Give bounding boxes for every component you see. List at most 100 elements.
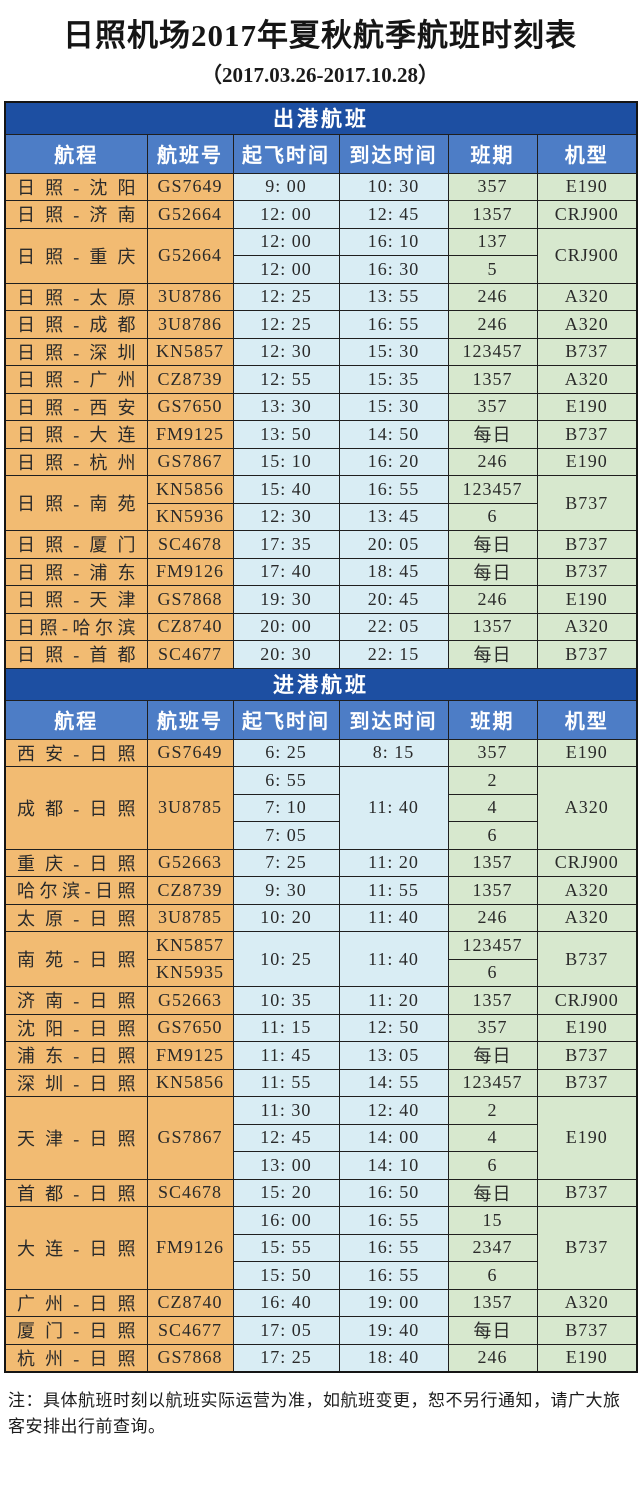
aircraft-type-cell: B737 — [536, 557, 638, 586]
flight-number-cell: FM9126 — [146, 1206, 234, 1290]
departure-time-cell: 12: 25 — [232, 310, 340, 339]
aircraft-type-cell: B737 — [536, 1178, 638, 1207]
arrival-time-cell: 16: 55 — [338, 310, 449, 339]
schedule-days-cell: 4 — [447, 793, 538, 822]
flight-number-cell: FM9125 — [146, 1041, 234, 1070]
flight-row: 12: 00 16: 30 5 — [5, 255, 637, 284]
aircraft-type-cell: E190 — [536, 1343, 638, 1372]
aircraft-type-cell: A320 — [536, 876, 638, 905]
flight-number-cell: GS7650 — [146, 1013, 234, 1042]
schedule-days-cell: 6 — [447, 1151, 538, 1180]
arrival-time-cell: 14: 55 — [338, 1068, 449, 1097]
route-cell: 日照-济南 — [4, 200, 148, 229]
arrival-time-cell: 12: 50 — [338, 1013, 449, 1042]
aircraft-type-cell: A320 — [536, 1288, 638, 1317]
flight-number-cell: GS7868 — [146, 585, 234, 614]
schedule-days-cell: 6 — [447, 502, 538, 531]
flight-row: 日照-天津 GS7868 19: 30 20: 45 246 E190 — [4, 585, 638, 614]
aircraft-type-cell: A320 — [536, 766, 638, 850]
flight-number-cell: GS7867 — [146, 447, 234, 476]
arrival-time-cell: 16: 20 — [338, 447, 449, 476]
arrival-time-cell: 19: 00 — [338, 1288, 449, 1317]
flight-number-cell: FM9126 — [146, 557, 234, 586]
departure-time-cell: 15: 20 — [232, 1178, 340, 1207]
aircraft-type-cell: E190 — [536, 172, 638, 201]
schedule-days-cell: 357 — [447, 392, 538, 421]
route-cell: 日照-浦东 — [4, 557, 148, 586]
arrival-time-cell: 18: 40 — [338, 1343, 449, 1372]
aircraft-type-cell: A320 — [536, 282, 638, 311]
aircraft-type-cell: A320 — [536, 310, 638, 339]
departure-time-cell: 15: 50 — [232, 1261, 340, 1290]
schedule-days-cell: 每日 — [447, 1041, 538, 1070]
schedule-days-cell: 123457 — [447, 931, 538, 960]
flight-number-cell: CZ8740 — [146, 1288, 234, 1317]
arrival-time-cell: 16: 55 — [338, 1233, 449, 1262]
arrival-time-cell: 19: 40 — [338, 1316, 449, 1345]
arrival-time-cell: 16: 10 — [338, 227, 449, 256]
arrival-time-cell: 16: 55 — [338, 1261, 449, 1290]
departure-time-cell: 12: 00 — [232, 200, 340, 229]
route-cell: 浦东-日照 — [4, 1041, 148, 1070]
schedule-days-cell: 1357 — [447, 848, 538, 877]
flight-number-cell: 3U8785 — [146, 903, 234, 932]
route-cell: 日照-南苑 — [4, 475, 148, 531]
flight-row: 日照-深圳 KN5857 12: 30 15: 30 123457 B737 — [4, 337, 638, 366]
schedule-days-cell: 每日 — [447, 557, 538, 586]
footnote: 注：具体航班时刻以航班实际运营为准，如航班变更，恕不另行通知，请广大旅客安排出行… — [8, 1390, 621, 1436]
flight-row: 日照-成都 3U8786 12: 25 16: 55 246 A320 — [4, 310, 638, 339]
flight-row: 太原-日照 3U8785 10: 20 11: 40 246 A320 — [4, 903, 638, 932]
route-cell: 深圳-日照 — [4, 1068, 148, 1097]
flight-number-cell: SC4678 — [146, 530, 234, 559]
route-cell: 南苑-日照 — [4, 931, 148, 987]
schedule-days-cell: 1357 — [447, 876, 538, 905]
aircraft-type-cell: A320 — [536, 612, 638, 641]
departure-time-cell: 20: 30 — [232, 640, 340, 669]
departure-time-cell: 11: 55 — [232, 1068, 340, 1097]
flight-row: 日照-太原 3U8786 12: 25 13: 55 246 A320 — [4, 282, 638, 311]
flight-row: 日照-哈尔滨 CZ8740 20: 00 22: 05 1357 A320 — [4, 612, 638, 641]
schedule-days-cell: 246 — [447, 447, 538, 476]
flight-row: 7: 10 4 — [5, 793, 637, 822]
arrival-time-cell: 18: 45 — [338, 557, 449, 586]
route-cell: 日照-厦门 — [4, 530, 148, 559]
route-cell: 日照-首都 — [4, 640, 148, 669]
col-header-arrival-time: 到达时间 — [338, 133, 449, 174]
flight-number-cell: SC4677 — [146, 640, 234, 669]
flight-number-cell: CZ8739 — [146, 365, 234, 394]
flight-row: 12: 45 14: 00 4 — [5, 1123, 637, 1152]
flight-row: 重庆-日照 G52663 7: 25 11: 20 1357 CRJ900 — [4, 848, 638, 877]
col-header-flight-number: 航班号 — [146, 699, 234, 740]
flight-row: KN5935 6 — [5, 958, 637, 987]
route-cell: 日照-大连 — [4, 420, 148, 449]
flight-number-cell: 3U8786 — [146, 310, 234, 339]
flight-row: 13: 00 14: 10 6 — [5, 1151, 637, 1180]
route-cell: 日照-广州 — [4, 365, 148, 394]
route-cell: 日照-沈阳 — [4, 172, 148, 201]
flight-row: 南苑-日照 KN5857 10: 25 11: 40 123457 B737 — [4, 931, 638, 987]
arrival-time-cell: 15: 35 — [338, 365, 449, 394]
schedule-days-cell: 246 — [447, 1343, 538, 1372]
arrival-time-cell: 15: 30 — [338, 392, 449, 421]
arrival-time-cell: 22: 15 — [338, 640, 449, 669]
arrival-time-cell: 16: 55 — [338, 1206, 449, 1235]
arrival-time-cell: 13: 45 — [338, 502, 449, 531]
flight-number-cell: 3U8786 — [146, 282, 234, 311]
flight-row: 西安-日照 GS7649 6: 25 8: 15 357 E190 — [4, 738, 638, 767]
aircraft-type-cell: B737 — [536, 420, 638, 449]
schedule-days-cell: 1357 — [447, 986, 538, 1015]
departure-time-cell: 11: 30 — [232, 1096, 340, 1125]
flight-row: 广州-日照 CZ8740 16: 40 19: 00 1357 A320 — [4, 1288, 638, 1317]
flight-number-cell: KN5857 — [146, 337, 234, 366]
departure-time-cell: 13: 50 — [232, 420, 340, 449]
section-header: 进港航班 — [4, 667, 638, 701]
departure-time-cell: 12: 45 — [232, 1123, 340, 1152]
schedule-days-cell: 357 — [447, 1013, 538, 1042]
section-header: 出港航班 — [4, 101, 638, 135]
schedule-days-cell: 123457 — [447, 475, 538, 504]
flight-number-cell: KN5856 — [146, 475, 234, 504]
departure-time-cell: 12: 30 — [232, 337, 340, 366]
aircraft-type-cell: E190 — [536, 447, 638, 476]
departure-time-cell: 17: 05 — [232, 1316, 340, 1345]
departure-time-cell: 10: 25 — [232, 931, 340, 987]
